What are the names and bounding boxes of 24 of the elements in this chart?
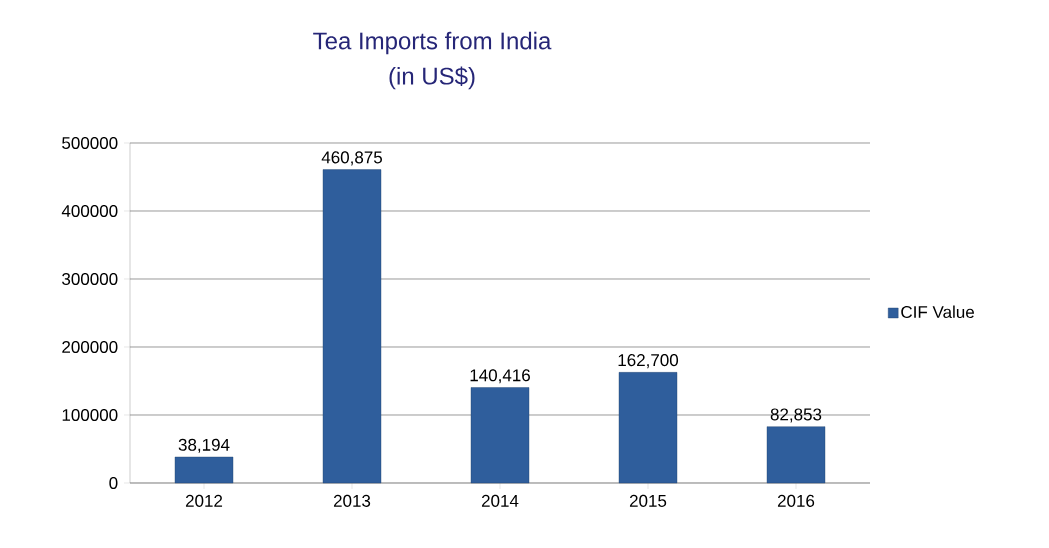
data-label: 162,700 xyxy=(618,354,679,369)
data-label: 82,853 xyxy=(770,408,822,423)
y-tick-label: 300000 xyxy=(62,272,118,286)
data-label: 38,194 xyxy=(178,438,230,453)
chart-title: Tea Imports from India xyxy=(313,31,552,55)
y-tick-label: 500000 xyxy=(62,136,118,150)
bar xyxy=(766,426,826,484)
legend-label: CIF Value xyxy=(901,305,974,319)
y-tick-label: 400000 xyxy=(61,204,118,218)
bar xyxy=(174,456,234,484)
data-label: 460,875 xyxy=(321,151,382,166)
chart-subtitle: (in US$) xyxy=(389,66,475,90)
x-tick-label: 2013 xyxy=(333,494,371,507)
bar xyxy=(470,387,530,484)
y-tick-label: 200000 xyxy=(62,340,118,354)
y-tick-label: 100000 xyxy=(62,408,118,422)
bar xyxy=(618,372,678,484)
y-tick-label: 0 xyxy=(109,476,118,490)
x-tick-label: 2014 xyxy=(481,494,519,507)
x-tick-label: 2012 xyxy=(185,494,223,507)
data-label: 140,416 xyxy=(470,369,530,384)
bar xyxy=(322,169,382,484)
x-tick-label: 2016 xyxy=(777,494,815,507)
x-tick-label: 2015 xyxy=(629,494,667,507)
